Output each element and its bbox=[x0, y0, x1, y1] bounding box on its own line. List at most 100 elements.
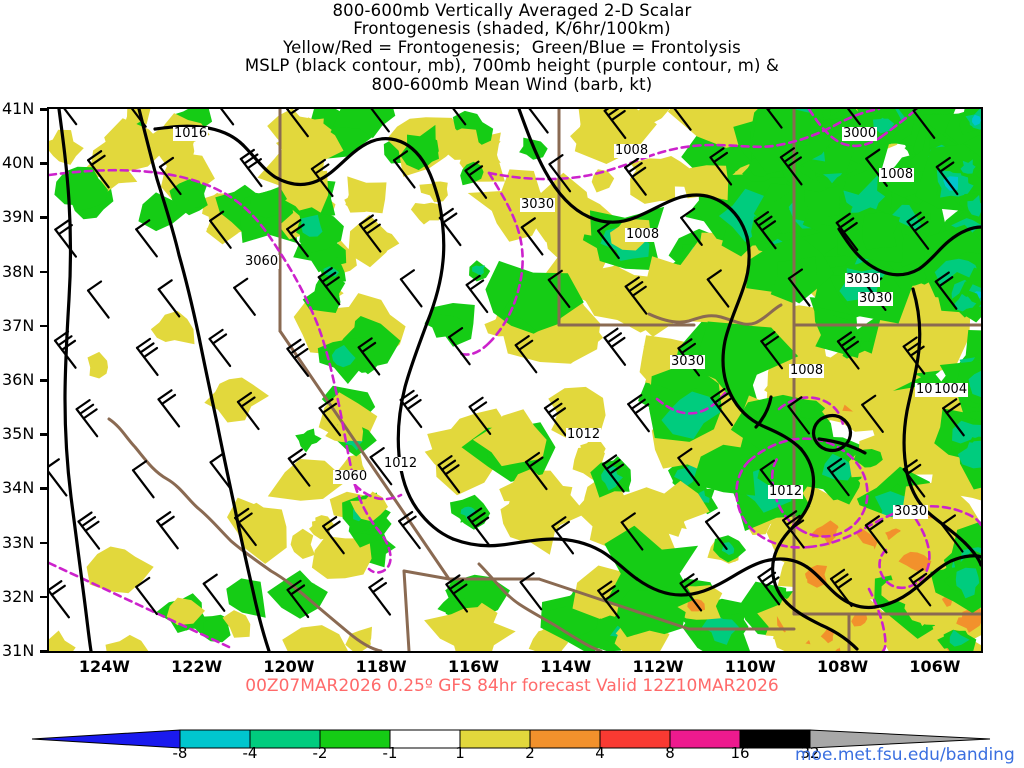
wind-barb bbox=[209, 210, 232, 249]
mslp-contours bbox=[57, 109, 981, 651]
frontogenesis-blob bbox=[472, 265, 485, 276]
frontogenesis-blob bbox=[438, 446, 474, 478]
wind-barb bbox=[902, 336, 926, 375]
y-axis-label: 35N bbox=[2, 424, 35, 444]
wind-barb bbox=[286, 219, 309, 258]
wind-barb bbox=[54, 219, 77, 258]
contour-label-hght: 3030 bbox=[670, 354, 706, 369]
contour-label-hght: 3030 bbox=[858, 291, 894, 306]
wind-barb bbox=[673, 109, 692, 131]
x-axis-label: 114W bbox=[540, 657, 592, 676]
frontogenesis-blob bbox=[150, 310, 195, 345]
wind-barb bbox=[63, 109, 78, 126]
wind-barb bbox=[392, 150, 416, 189]
state-boundaries bbox=[107, 109, 981, 651]
frontogenesis-blob bbox=[644, 497, 687, 530]
contour-label-mslp: 1008 bbox=[879, 167, 915, 182]
wind-barb bbox=[826, 457, 850, 497]
wind-barb bbox=[835, 212, 859, 252]
colorbar-tick: 32 bbox=[800, 744, 820, 762]
contour-label-mslp: 1008 bbox=[614, 143, 650, 158]
wind-barb bbox=[208, 328, 232, 368]
colorbar-low-arrow bbox=[31, 729, 181, 749]
wind-barb bbox=[202, 573, 226, 612]
frontogenesis-blob bbox=[885, 528, 901, 543]
frontogenesis-blob bbox=[411, 134, 439, 168]
frontogenesis-blob bbox=[301, 214, 323, 237]
wind-barb bbox=[603, 109, 627, 140]
x-axis-label: 118W bbox=[355, 657, 407, 676]
wind-barb bbox=[234, 507, 257, 547]
colorbar-tick: 8 bbox=[665, 744, 675, 762]
contour-label-hght: 3030 bbox=[520, 197, 556, 212]
wind-barb bbox=[310, 158, 334, 198]
frontogenesis-blob bbox=[86, 546, 154, 594]
wind-barb bbox=[934, 271, 958, 310]
wind-barb bbox=[130, 109, 147, 128]
y-axis-label: 39N bbox=[2, 207, 35, 227]
y-axis-tick bbox=[40, 487, 47, 490]
y-axis-tick bbox=[40, 379, 47, 382]
wind-barb bbox=[286, 579, 310, 619]
frontogenesis-blob bbox=[267, 459, 347, 501]
y-axis-tick bbox=[40, 324, 47, 328]
frontogenesis-blob bbox=[431, 314, 471, 338]
x-axis-label: 106W bbox=[909, 657, 961, 676]
contour-label-mslp: 1012 bbox=[768, 484, 804, 499]
frontogenesis-blob bbox=[661, 391, 721, 439]
wind-barb bbox=[286, 109, 309, 138]
frontogenesis-blob bbox=[730, 394, 835, 495]
frontogenesis-blob bbox=[543, 493, 568, 512]
frontogenesis-blob bbox=[958, 296, 973, 309]
frontogenesis-blob bbox=[419, 181, 448, 203]
y-axis-label: 37N bbox=[2, 315, 35, 335]
wind-barb bbox=[624, 276, 648, 315]
wind-barb bbox=[322, 516, 345, 555]
wind-barb bbox=[760, 331, 784, 370]
wind-barb bbox=[601, 454, 625, 493]
frontogenesis-blob bbox=[535, 636, 562, 651]
wind-barb bbox=[551, 516, 575, 555]
wind-barb bbox=[370, 109, 390, 133]
frontogenesis-blob bbox=[683, 165, 729, 201]
title-line-2: Frontogenesis (shaded, K/6hr/100km) bbox=[353, 19, 671, 39]
wind-barb bbox=[236, 391, 260, 431]
wind-barb bbox=[753, 211, 777, 250]
frontogenesis-blob bbox=[87, 351, 108, 379]
frontogenesis-blob bbox=[279, 578, 315, 611]
wind-barb bbox=[519, 572, 543, 611]
wind-barb bbox=[135, 219, 158, 258]
frontogenesis-blob bbox=[949, 629, 970, 647]
frontogenesis-blob bbox=[297, 628, 334, 651]
x-axis-label: 116W bbox=[447, 657, 499, 676]
frontogenesis-blob bbox=[557, 247, 591, 270]
colorbar-tick: 16 bbox=[730, 744, 750, 762]
wind-barb bbox=[468, 396, 492, 435]
wind-barb bbox=[597, 220, 620, 260]
y-axis-tick bbox=[40, 541, 47, 545]
colorbar-tick: -1 bbox=[382, 744, 398, 762]
map-plot-area[interactable]: 1016 3060 3030 1008 1008 3000 1008 3030 3030 3030… bbox=[47, 107, 983, 653]
x-axis-label: 112W bbox=[632, 657, 684, 676]
wind-barb bbox=[548, 154, 572, 193]
wind-barb bbox=[704, 511, 728, 550]
frontogenesis-blob bbox=[295, 428, 322, 453]
forecast-caption: 00Z07MAR2026 0.25º GFS 84hr forecast Val… bbox=[245, 676, 779, 696]
frontogenesis-blob bbox=[203, 616, 225, 640]
frontogenesis-blob bbox=[955, 567, 980, 599]
wind-barb bbox=[779, 147, 803, 186]
frontogenesis-blob bbox=[554, 399, 595, 427]
frontogenesis-blob bbox=[332, 109, 396, 139]
wind-barb bbox=[447, 327, 471, 366]
wind-barb bbox=[902, 459, 926, 498]
wind-barb bbox=[53, 330, 77, 369]
wind-barb bbox=[524, 451, 548, 491]
wind-barb bbox=[846, 109, 861, 126]
colorbar-tick: 1 bbox=[455, 744, 465, 762]
contour-label-mslp: 1004 bbox=[933, 382, 969, 397]
colorbar[interactable]: -8 -4 -2 -1 1 2 4 8 16 32 bbox=[0, 726, 1024, 768]
colorbar-tick: -2 bbox=[312, 744, 328, 762]
frontogenesis-blob bbox=[331, 345, 356, 368]
wind-barb bbox=[787, 268, 811, 307]
frontogenesis-blob bbox=[967, 195, 981, 217]
